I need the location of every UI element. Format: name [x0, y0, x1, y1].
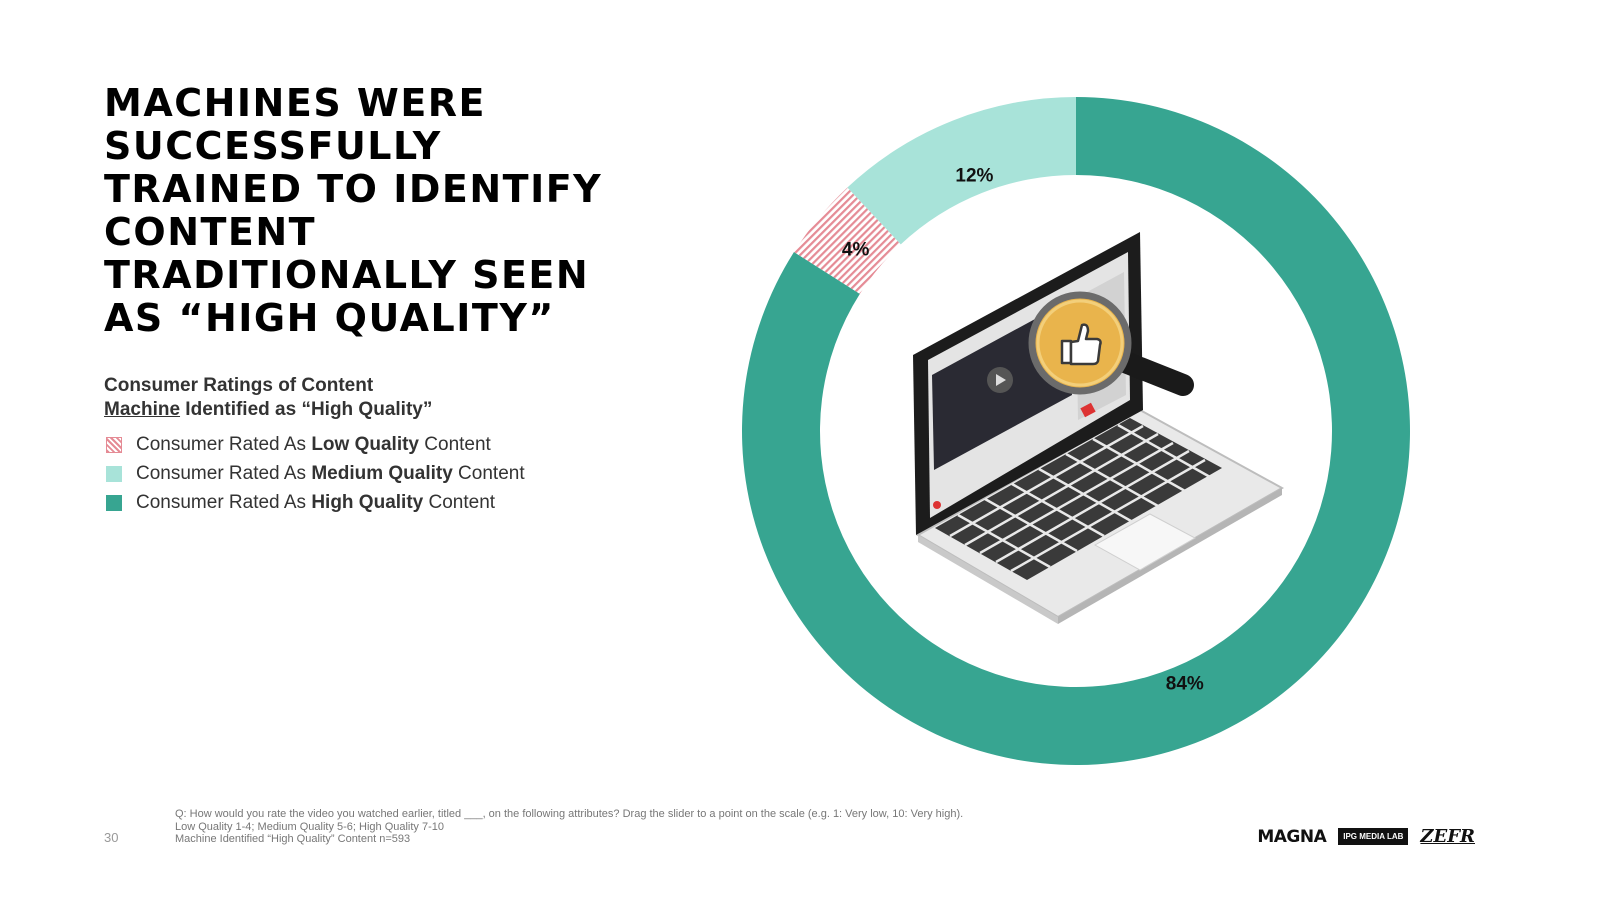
- legend-label-medium: Consumer Rated As Medium Quality Content: [136, 462, 525, 484]
- title-line: TRAINED TO IDENTIFY: [104, 167, 603, 211]
- footnote-question: Q: How would you rate the video you watc…: [175, 808, 964, 820]
- donut-slice-12pct: [847, 97, 1076, 245]
- legend-swatch-medium: [106, 465, 122, 482]
- title-line: MACHINES WERE: [104, 81, 487, 125]
- donut-slice-4pct: [793, 187, 901, 294]
- legend: Consumer Rated As Low Quality Content Co…: [106, 430, 525, 517]
- title-line: TRADITIONALLY SEEN: [104, 253, 590, 297]
- footnote-scale: Low Quality 1-4; Medium Quality 5-6; Hig…: [175, 820, 445, 833]
- legend-item-high: Consumer Rated As High Quality Content: [106, 488, 525, 517]
- subtitle-line-1: Consumer Ratings of Content: [104, 375, 374, 396]
- legend-swatch-high: [106, 494, 122, 511]
- footnote-sample: Machine Identified “High Quality” Conten…: [175, 833, 411, 845]
- legend-label-low: Consumer Rated As Low Quality Content: [136, 433, 491, 455]
- title-line: SUCCESSFULLY: [104, 124, 442, 168]
- zefr-logo: ZEFR: [1420, 826, 1475, 847]
- slice-label: 12%: [955, 165, 993, 186]
- magna-logo: MAGNA: [1257, 826, 1327, 847]
- subtitle-line-2: Machine Identified as “High Quality”: [104, 398, 624, 422]
- footer-logos: MAGNA IPG MEDIA LAB ZEFR: [1257, 826, 1475, 847]
- donut-slices: [742, 97, 1410, 765]
- slice-label: 84%: [1166, 673, 1204, 694]
- slice-labels: 84% 4% 12%: [842, 165, 1204, 694]
- subtitle-underlined-word: Machine: [104, 399, 181, 420]
- title-line: CONTENT: [104, 210, 317, 254]
- ipg-media-lab-logo: IPG MEDIA LAB: [1338, 828, 1409, 845]
- title-line: AS “HIGH QUALITY”: [104, 296, 555, 340]
- legend-item-low: Consumer Rated As Low Quality Content: [106, 430, 525, 459]
- slide-title: MACHINES WERE SUCCESSFULLY TRAINED TO ID…: [104, 82, 664, 340]
- laptop-magnifier-thumbs-up-icon: [913, 232, 1285, 624]
- legend-item-medium: Consumer Rated As Medium Quality Content: [106, 459, 525, 488]
- slice-label: 4%: [842, 240, 870, 261]
- page-number: 30: [104, 830, 119, 845]
- legend-label-high: Consumer Rated As High Quality Content: [136, 491, 496, 513]
- footnote: Q: How would you rate the video you watc…: [175, 808, 963, 846]
- chart-subtitle: Consumer Ratings of Content Machine Iden…: [104, 374, 624, 422]
- subtitle-rest: Identified as “High Quality”: [180, 399, 433, 420]
- legend-swatch-low: [106, 436, 122, 453]
